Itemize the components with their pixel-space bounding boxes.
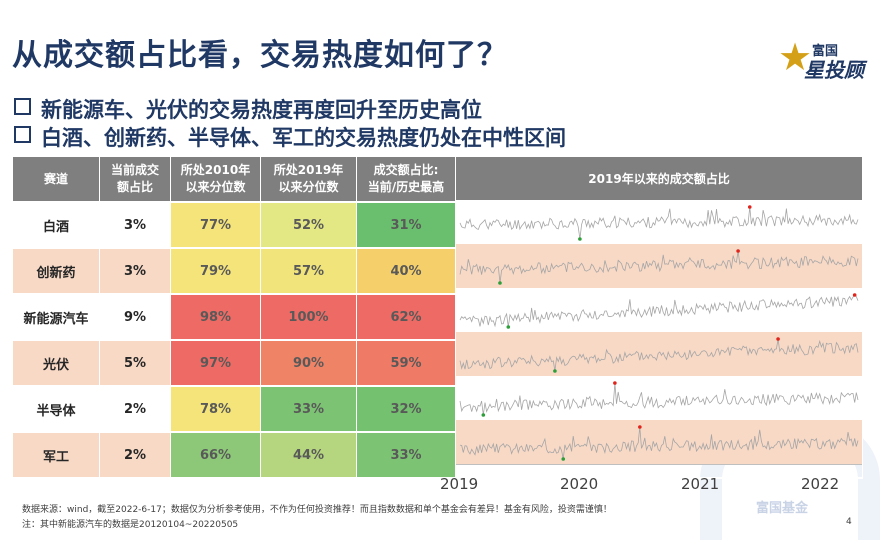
header-sector: 赛道 — [12, 156, 100, 203]
sector-name-cell: 创新药 — [12, 247, 100, 295]
current-share-cell: 3% — [99, 247, 171, 295]
pct-since-2010-cell: 78% — [170, 385, 261, 433]
max-point-marker — [613, 381, 617, 385]
ratio-to-max-cell: 40% — [356, 247, 456, 295]
min-point-marker — [561, 457, 566, 461]
logo-line2: 星投顾 — [804, 58, 864, 82]
ratio-to-max-cell: 59% — [356, 339, 456, 387]
header-share: 当前成交 额占比 — [99, 156, 171, 203]
pct-since-2010-cell: 66% — [170, 431, 261, 479]
min-point-marker — [498, 281, 502, 285]
bullet-text-2: 白酒、创新药、半导体、军工的交易热度仍处在中性区间 — [41, 126, 566, 150]
sector-name-cell: 光伏 — [12, 339, 100, 387]
sparkline-row-bg — [456, 376, 862, 420]
series-line — [459, 338, 859, 372]
watermark-text: 富国基金 — [756, 501, 809, 516]
current-share-cell: 2% — [99, 431, 171, 479]
max-point-marker — [776, 337, 780, 341]
min-point-marker — [481, 413, 486, 417]
x-tick-2021: 2021 — [681, 475, 720, 493]
brand-logo: ★ 富国 星投顾 — [778, 38, 866, 82]
bullet-point-1: 新能源车、光伏的交易热度再度回升至历史高位 — [14, 94, 482, 124]
sparkline-4 — [459, 337, 859, 373]
pct-since-2010-cell: 79% — [170, 247, 261, 295]
sparkline-6 — [459, 425, 859, 461]
table-row: 半导体 2% 78% 33% 32% — [12, 385, 863, 433]
pct-since-2019-cell: 52% — [260, 201, 357, 249]
header-pct2019: 所处2019年 以来分位数 — [260, 156, 357, 203]
data-note: 注：其中新能源汽车的数据是20120104~20220505 — [22, 520, 239, 530]
table-header-row: 赛道 当前成交 额占比 所处2010年 以来分位数 所处2019年 以来分位数 成交额… — [12, 156, 863, 203]
header-ratio: 成交额占比: 当前/历史最高 — [356, 156, 456, 203]
logo-line1: 富国 — [812, 44, 839, 59]
pct-since-2010-cell: 98% — [170, 293, 261, 341]
min-point-marker — [506, 325, 511, 329]
max-point-marker — [852, 293, 857, 297]
min-point-marker — [578, 237, 582, 241]
series-line — [459, 206, 859, 240]
x-tick-2020: 2020 — [560, 475, 599, 493]
sparkline-5 — [459, 381, 859, 417]
pct-since-2019-cell: 44% — [260, 431, 357, 479]
current-share-cell: 2% — [99, 385, 171, 433]
sector-name-cell: 军工 — [12, 431, 100, 479]
sector-name-cell: 白酒 — [12, 201, 100, 249]
sparkline-row-bg — [456, 332, 862, 376]
ratio-to-max-cell: 32% — [356, 385, 456, 433]
header-pct2010: 所处2010年 以来分位数 — [170, 156, 261, 203]
sector-name-cell: 半导体 — [12, 385, 100, 433]
series-line — [459, 250, 859, 284]
source-note: 数据来源：wind，截至2022-6-17；数据仅为分析参考使用，不作为任何投资… — [22, 505, 612, 515]
bullet-point-2: 白酒、创新药、半导体、军工的交易热度仍处在中性区间 — [14, 122, 566, 152]
series-line — [459, 294, 859, 328]
max-point-marker — [638, 425, 642, 429]
page-title: 从成交额占比看，交易热度如何了？ — [12, 38, 508, 73]
current-share-cell: 3% — [99, 201, 171, 249]
series-line — [459, 426, 859, 460]
star-icon: ★ — [778, 35, 813, 79]
min-point-marker — [553, 369, 557, 373]
checkbox-square-icon — [14, 126, 31, 143]
ratio-to-max-cell: 33% — [356, 431, 456, 479]
sparkline-2 — [459, 249, 859, 285]
current-share-cell: 5% — [99, 339, 171, 387]
pct-since-2019-cell: 90% — [260, 339, 357, 387]
current-share-cell: 9% — [99, 293, 171, 341]
pct-since-2019-cell: 57% — [260, 247, 357, 295]
sparkline-1 — [459, 205, 859, 241]
header-chart: 2019年以来的成交额占比 — [455, 156, 863, 203]
pct-since-2010-cell: 97% — [170, 339, 261, 387]
sector-name-cell: 新能源汽车 — [12, 293, 100, 341]
sparkline-3 — [459, 293, 859, 329]
sparkline-chart-area — [456, 200, 862, 464]
x-tick-2019: 2019 — [440, 475, 479, 493]
sparkline-row-bg — [456, 200, 862, 244]
ratio-to-max-cell: 62% — [356, 293, 456, 341]
max-point-marker — [736, 249, 740, 253]
x-axis-line — [456, 464, 862, 465]
pct-since-2010-cell: 77% — [170, 201, 261, 249]
bullet-text-1: 新能源车、光伏的交易热度再度回升至历史高位 — [41, 98, 482, 122]
ratio-to-max-cell: 31% — [356, 201, 456, 249]
pct-since-2019-cell: 33% — [260, 385, 357, 433]
max-point-marker — [747, 205, 752, 209]
page-number: 4 — [846, 517, 852, 527]
x-tick-2022: 2022 — [801, 475, 840, 493]
pct-since-2019-cell: 100% — [260, 293, 357, 341]
checkbox-square-icon — [14, 98, 31, 115]
series-line — [459, 382, 859, 416]
